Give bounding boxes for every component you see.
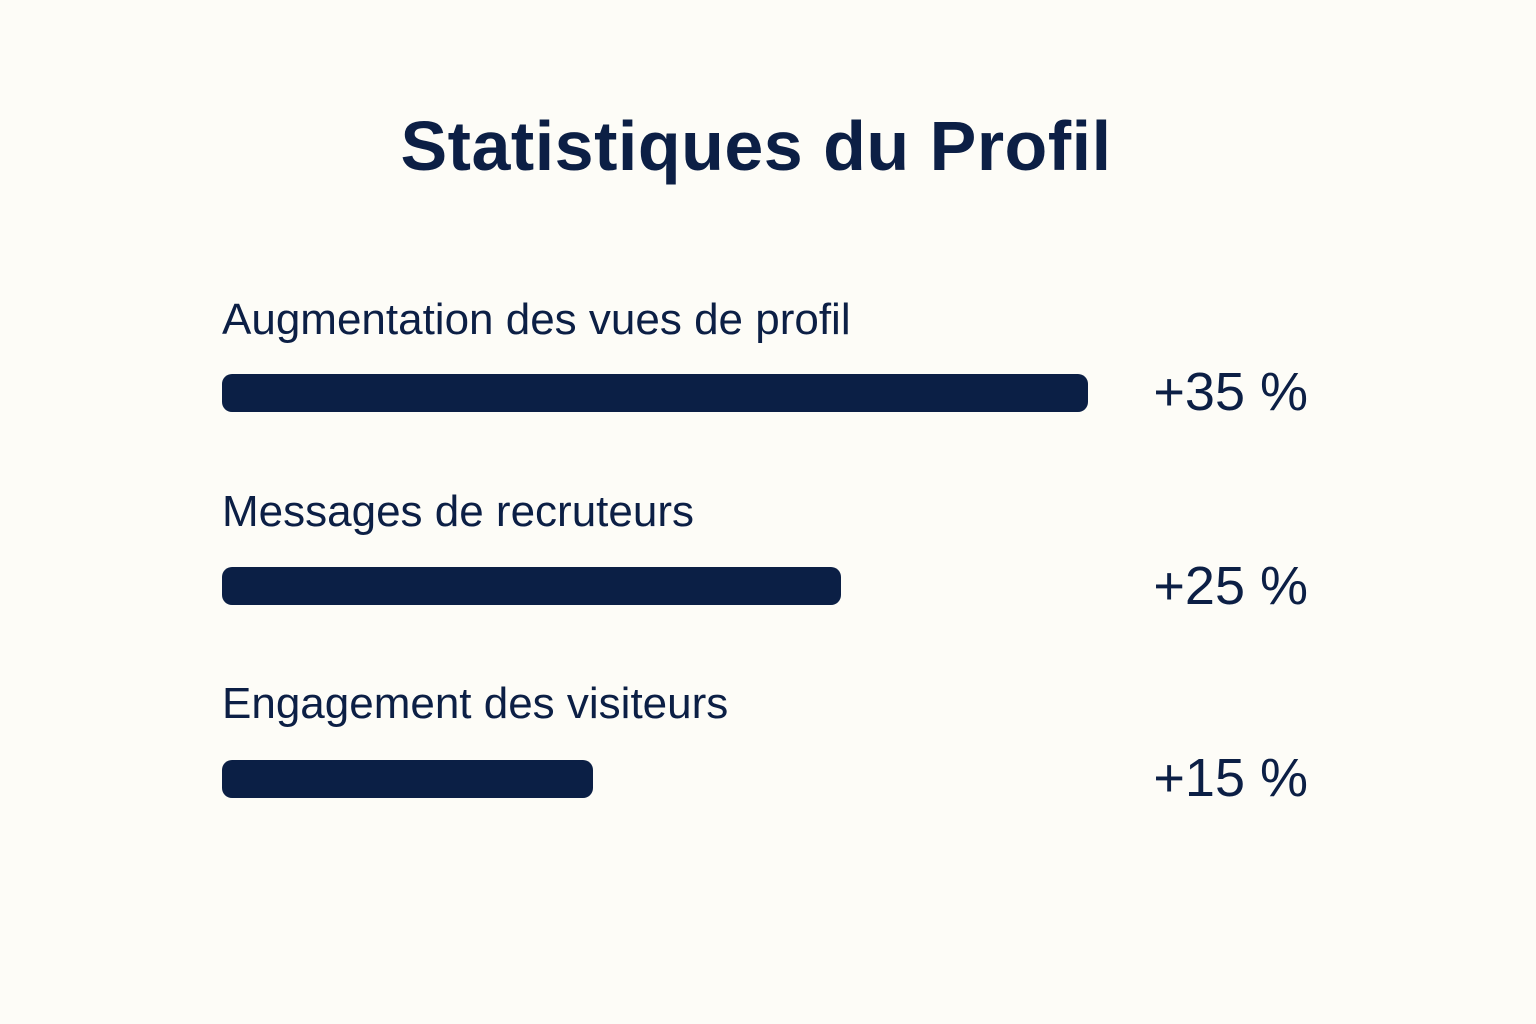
bar [222, 567, 841, 605]
chart-title: Statistiques du Profil [400, 107, 1112, 185]
category-label: Messages de recruteurs [222, 487, 694, 536]
value-label: +25 % [1153, 556, 1308, 616]
category-label: Augmentation des vues de profil [222, 295, 851, 344]
bar-track [222, 760, 1088, 798]
bar-track [222, 374, 1088, 412]
bar [222, 374, 1088, 412]
value-label: +35 % [1153, 362, 1308, 422]
bar-track [222, 567, 1088, 605]
bar [222, 760, 593, 798]
category-label: Engagement des visiteurs [222, 679, 729, 728]
value-label: +15 % [1153, 748, 1308, 808]
